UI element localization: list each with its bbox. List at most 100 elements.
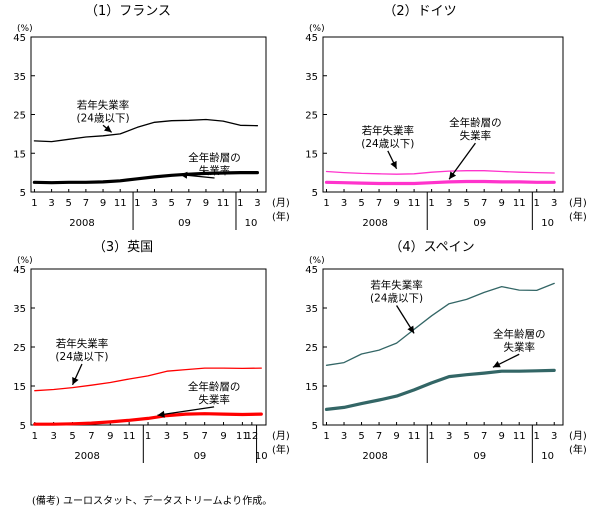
x-tick-label: 12 [245,431,258,442]
year-label: 09 [473,218,486,229]
y-tick-label: 45 [13,265,26,276]
x-tick-label: 11 [408,431,421,442]
year-label: 10 [255,451,268,462]
y-tick-label: 5 [312,421,318,432]
x-tick-label: 9 [100,198,106,209]
x-unit-year: (年) [272,443,290,456]
x-unit-month: (月) [569,197,587,209]
x-tick-label: 1 [323,431,329,442]
x-tick-label: 1 [534,431,540,442]
x-tick-label: 5 [463,431,469,442]
y-tick-label: 35 [13,304,26,315]
total-unemployment-line [33,412,263,426]
year-label: 2008 [362,218,387,229]
year-label: 10 [541,218,554,229]
annotation-arrow-head [449,171,457,180]
x-tick-label: 9 [498,198,504,209]
x-unit-year: (年) [272,210,290,223]
x-tick-label: 7 [88,431,94,442]
x-tick-label: 7 [481,431,487,442]
x-tick-label: 5 [463,198,469,209]
total-annotation-text: 失業率 [503,340,535,353]
plot-frame [322,36,564,193]
total-annotation-text: 失業率 [198,393,230,406]
youth-unemployment-line [325,170,555,175]
year-label: 09 [194,451,207,462]
total-annotation-text: 全年齢層の [449,116,502,129]
x-tick-label: 1 [534,198,540,209]
y-tick-label: 45 [305,265,318,276]
y-tick-label: 25 [305,343,318,354]
x-tick-label: 7 [481,198,487,209]
x-tick-label: 11 [217,198,230,209]
x-unit-year: (年) [569,443,587,456]
x-tick-label: 1 [428,198,434,209]
x-tick-label: 11 [408,198,421,209]
y-tick-label: 35 [13,72,26,83]
year-label: 2008 [74,451,99,462]
annotation-arrow-head [104,125,112,133]
y-tick-label: 35 [305,304,318,315]
youth-unemployment-line [33,118,259,143]
y-tick-label: 15 [13,382,26,393]
x-tick-label: 1 [134,198,140,209]
y-tick-label: 15 [305,149,318,160]
x-tick-label: 3 [446,198,452,209]
y-unit-label: (%) [17,24,33,34]
y-tick-label: 45 [13,33,26,44]
x-tick-label: 11 [114,198,127,209]
x-tick-label: 1 [145,431,151,442]
x-tick-label: 1 [237,198,243,209]
annotation-arrow-head [492,361,501,368]
youth-annotation-text: (24歳以下) [55,351,108,363]
y-tick-label: 15 [305,382,318,393]
x-tick-label: 3 [254,198,260,209]
x-tick-label: 5 [66,198,72,209]
x-tick-label: 7 [376,198,382,209]
x-unit-month: (月) [272,197,290,209]
y-tick-label: 35 [305,72,318,83]
year-label: 10 [541,451,554,462]
x-tick-label: 11 [123,431,136,442]
x-tick-label: 3 [551,431,557,442]
x-tick-label: 3 [446,431,452,442]
total-annotation-text: 全年齢層の [188,151,241,164]
total-annotation-text: 失業率 [199,164,231,177]
total-annotation-text: 全年齢層の [493,327,546,340]
y-tick-label: 5 [312,188,318,199]
x-tick-label: 9 [498,431,504,442]
y-unit-label: (%) [17,256,33,266]
total-unemployment-line [32,171,259,185]
chart-title: （1）フランス [85,4,171,19]
y-unit-label: (%) [309,24,325,34]
annotation-arrow-line [448,142,476,180]
x-tick-label: 9 [203,198,209,209]
x-tick-label: 9 [393,431,399,442]
x-unit-year: (年) [569,210,587,223]
chart-title: （2）ドイツ [383,4,456,19]
year-label: 2008 [69,218,94,229]
year-label: 09 [473,451,486,462]
x-tick-label: 5 [358,431,364,442]
plot-frame [30,36,267,193]
source-note: (備考) ユーロスタット、データストリームより作成。 [32,496,273,507]
youth-annotation-text: 若年失業率 [56,337,109,350]
x-tick-label: 1 [323,198,329,209]
y-tick-label: 25 [13,343,26,354]
annotation-arrow-head [407,325,415,334]
x-tick-label: 3 [341,198,347,209]
year-label: 09 [178,218,191,229]
x-tick-label: 3 [164,431,170,442]
x-tick-label: 3 [341,431,347,442]
x-tick-label: 7 [201,431,207,442]
youth-annotation-text: 若年失業率 [362,124,415,137]
x-tick-label: 9 [220,431,226,442]
x-tick-label: 1 [32,431,38,442]
x-tick-label: 1 [428,431,434,442]
y-unit-label: (%) [309,256,325,266]
y-tick-label: 5 [20,421,26,432]
